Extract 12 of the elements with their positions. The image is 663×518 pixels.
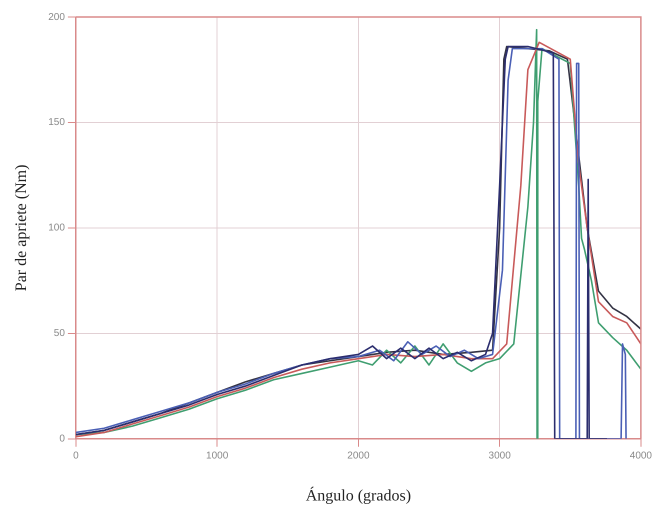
x-tick-label: 2000 xyxy=(347,450,370,462)
x-tick-label: 3000 xyxy=(488,450,512,462)
x-tick-label: 0 xyxy=(73,450,80,462)
y-tick-label: 50 xyxy=(54,328,66,340)
y-tick-label: 100 xyxy=(48,222,66,234)
y-tick-label: 200 xyxy=(48,12,66,23)
x-axis-title: Ángulo (grados) xyxy=(306,486,412,505)
y-tick-label: 150 xyxy=(48,117,66,128)
x-tick-label: 4000 xyxy=(630,450,652,462)
y-tick-label: 0 xyxy=(59,434,66,445)
x-tick-label: 1000 xyxy=(206,450,229,462)
y-axis-title: Par de apriete (Nm) xyxy=(12,164,30,292)
